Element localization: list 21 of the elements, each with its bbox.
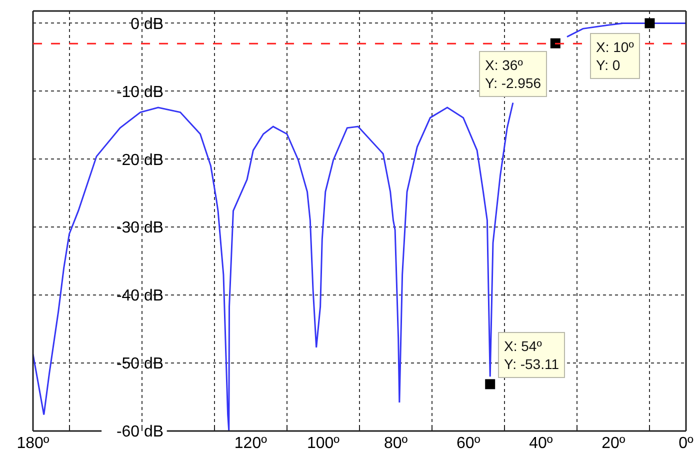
- point: [485, 379, 496, 390]
- x-tick-label: 20º: [602, 435, 626, 452]
- y-tick-label: 0 dB: [130, 16, 164, 33]
- y-tick-label: -40 dB: [116, 288, 164, 305]
- annotation: X: 36º Y: -2.956: [485, 57, 542, 92]
- y-tick-label: -10 dB: [116, 84, 164, 101]
- annotation: X: 10º Y: 0: [596, 39, 634, 74]
- x-tick-label: 100º: [306, 435, 340, 452]
- x-tick-label: 120º: [234, 435, 268, 452]
- x-tick-label: 80º: [384, 435, 408, 452]
- x-tick-label: 0º: [678, 435, 694, 452]
- point: [644, 18, 655, 28]
- x-tick-label: 40º: [529, 435, 553, 452]
- y-tick-label: -60 dB: [116, 424, 164, 441]
- y-tick-label: -50 dB: [116, 356, 164, 373]
- annotation: X: 54º Y: -53.11: [504, 338, 560, 372]
- x-tick-label: 60º: [456, 435, 480, 452]
- y-tick-label: -30 dB: [116, 220, 164, 237]
- y-tick-label: -20 dB: [116, 152, 164, 169]
- x-tick-label: 180º: [16, 435, 50, 452]
- point: [550, 38, 560, 48]
